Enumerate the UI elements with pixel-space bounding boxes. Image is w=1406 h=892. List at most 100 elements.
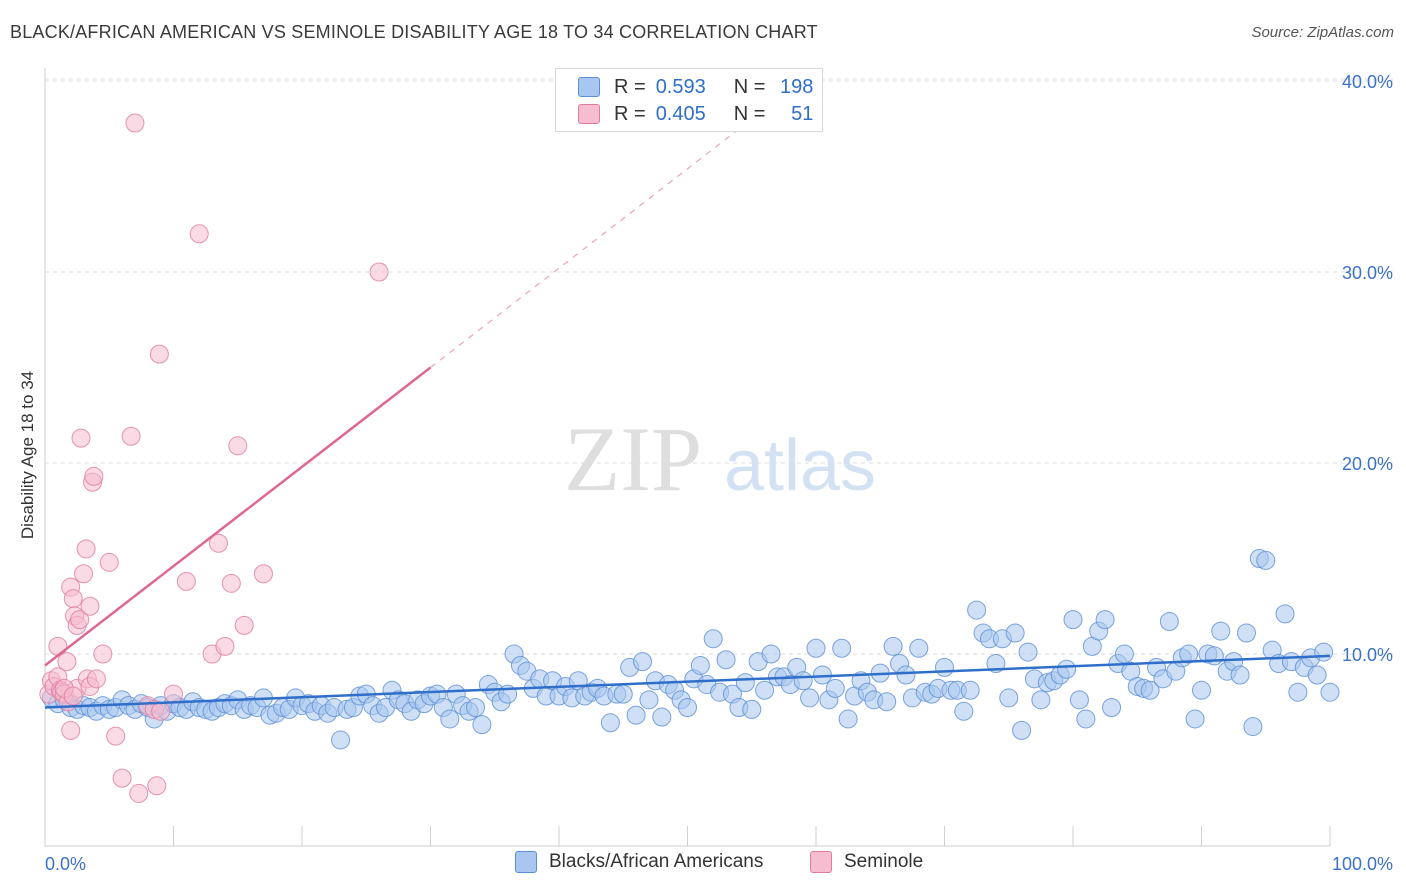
seminole-point [208,533,228,553]
legend-n-value: 51 [791,102,814,125]
x-tick-label-min: 0.0% [45,854,86,874]
blacks-point [1185,709,1205,729]
legend-n-label: N = [733,75,766,98]
seminole-point [106,726,126,746]
blacks-point [1192,680,1211,700]
blacks-point [465,697,485,717]
seminole-point [147,776,167,796]
legend-label-seminole: Seminole [844,851,924,872]
blacks-point [652,707,672,727]
blacks-point [1159,612,1179,632]
blacks-point [954,701,974,721]
blacks-point [678,697,697,717]
blacks-point [1102,697,1122,717]
seminole-point [84,466,104,486]
seminole-point [70,610,90,630]
seminole-point [63,589,83,609]
blacks-point [832,638,852,658]
blacks-point [761,644,781,664]
legend-item-blacks[interactable]: Blacks/African Americans [515,851,763,873]
seminole-point [234,615,254,635]
y-tick-label: 10.0% [1342,645,1393,665]
y-tick-label: 30.0% [1342,263,1393,283]
blacks-point [1012,720,1032,740]
blacks-point [735,673,755,693]
seminole-point [369,262,389,282]
blacks-point [960,680,980,700]
blacks-point [633,652,653,672]
watermark: ZIP atlas [564,408,876,510]
series-seminole [39,113,389,803]
chart-title: BLACK/AFRICAN AMERICAN VS SEMINOLE DISAB… [10,22,818,42]
blacks-point [690,655,710,675]
legend-swatch-blue [515,851,537,873]
blacks-point [800,688,820,708]
blacks-point [967,600,987,620]
legend-label-blacks: Blacks/African Americans [549,851,764,872]
blacks-point [703,629,723,649]
legend-r-value: 0.405 [655,102,706,125]
legend-row-seminole: R = 0.405 N = 51 [578,102,813,126]
blacks-point [1057,659,1077,679]
legend-n-value: 198 [780,75,814,98]
legend-row-blacks: R = 0.593 N = 198 [578,75,813,99]
seminole-point [189,224,209,244]
trend-line-blacks [44,654,1331,709]
seminole-point [63,686,83,706]
legend-swatch-pink [578,104,600,124]
trend-line-seminole-extension [430,69,817,368]
blacks-point [1314,642,1334,662]
tick-labels: 10.0% 20.0% 30.0% 40.0% 0.0% 100.0% [45,72,1393,874]
blacks-point [1179,644,1199,664]
blacks-point [755,680,775,700]
blacks-point [838,709,858,729]
seminole-point [228,436,248,456]
blacks-point [806,638,826,658]
legend-r-value: 0.593 [655,75,706,98]
blacks-point [999,688,1019,708]
legend-r-label: R = [614,75,646,98]
blacks-point [793,671,813,691]
blacks-point [1307,665,1327,685]
blacks-point [440,709,460,729]
series-blacks-african-americans [41,549,1340,750]
seminole-point [76,539,96,559]
legend-r-label: R = [614,102,646,125]
watermark-atlas: atlas [724,426,876,506]
x-tick-label-max: 100.0% [1332,854,1393,874]
seminole-point [99,552,119,572]
seminole-point [149,344,169,364]
seminole-point [71,428,91,448]
axes [44,68,1331,847]
blacks-point [825,678,845,698]
seminole-point [125,113,145,133]
blacks-point [1005,623,1025,643]
seminole-point [74,564,94,584]
blacks-point [1256,550,1276,570]
blacks-point [1275,604,1295,624]
blacks-point [1320,682,1340,702]
blacks-point [1063,610,1083,630]
blacks-point [639,690,659,710]
blacks-point [1018,642,1038,662]
seminole-point [164,684,183,704]
legend-item-seminole[interactable]: Seminole [810,851,923,873]
blacks-point [877,692,897,712]
blacks-point [1288,682,1308,702]
watermark-zip: ZIP [564,408,702,510]
correlation-legend: R = 0.593 N = 198 R = 0.405 N = 51 [555,68,823,132]
seminole-point [57,652,77,672]
blacks-point [600,713,620,733]
seminole-point [253,564,273,584]
seminole-point [151,701,171,721]
gridlines [45,78,1395,655]
legend-swatch-blue [578,77,600,97]
seminole-point [221,573,241,593]
seminole-point [215,636,235,656]
y-tick-label: 40.0% [1342,72,1393,92]
trend-line-seminole [44,366,432,667]
blacks-point [331,730,351,750]
seminole-point [80,596,100,616]
blacks-point [883,636,903,656]
